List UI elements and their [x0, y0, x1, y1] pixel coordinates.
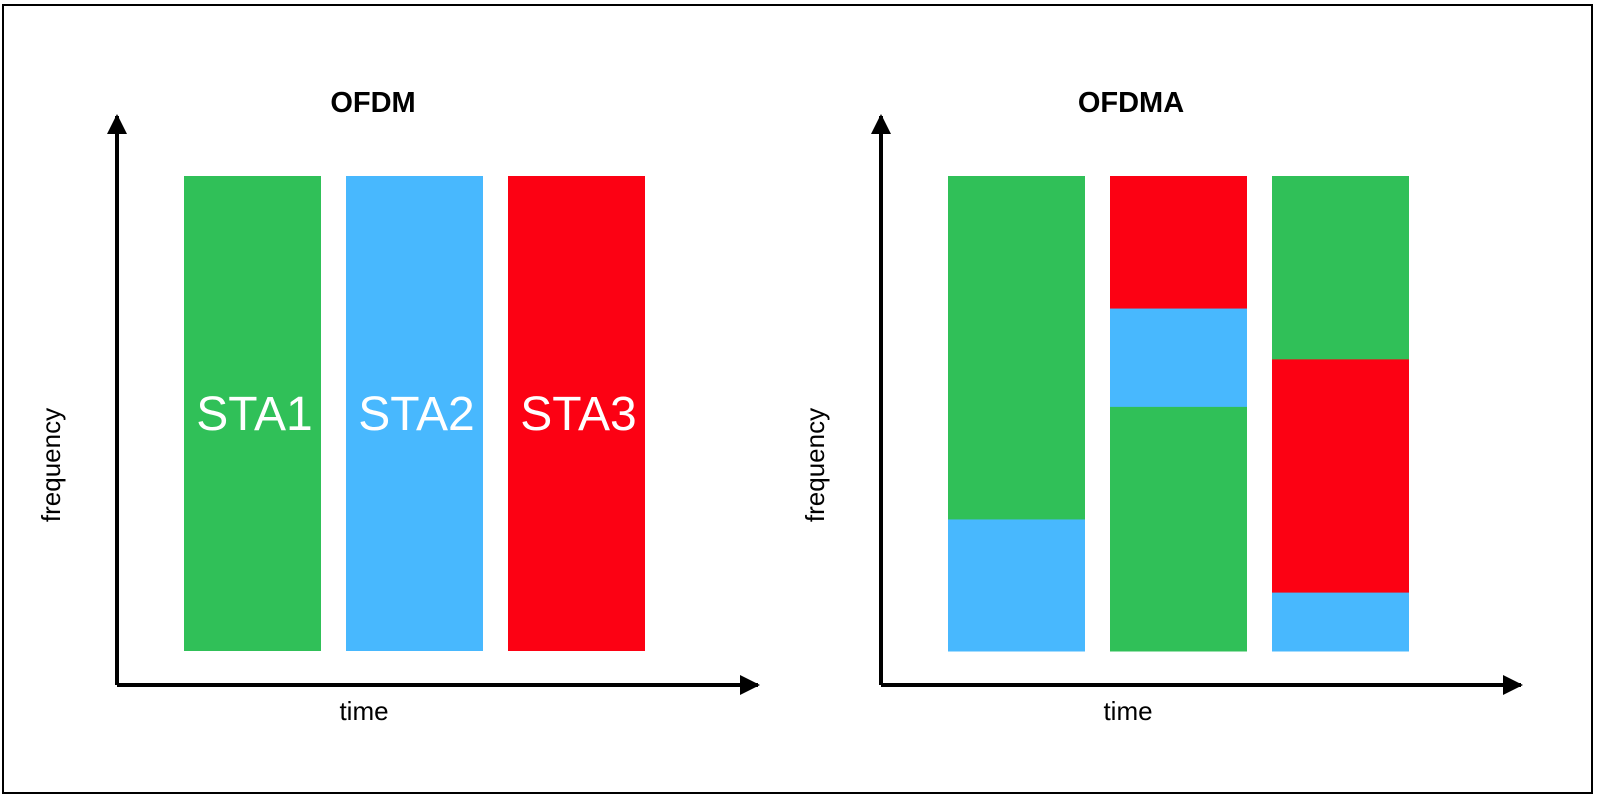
- ofdma-frequency-label: frequency: [800, 408, 830, 522]
- ofdm-block-label: STA2: [358, 388, 474, 441]
- ofdm-block-label: STA3: [520, 388, 636, 441]
- ofdma-column-3-segment-blue: [1272, 592, 1409, 652]
- ofdm-title: OFDM: [330, 87, 415, 119]
- ofdma-column-3-segment-green: [1272, 176, 1409, 360]
- ofdma-column-2-segment-green: [1110, 406, 1247, 652]
- ofdma-blocks: [948, 176, 1409, 652]
- ofdma-column-1-segment-green: [948, 176, 1085, 520]
- ofdm-block-sta1: [184, 176, 321, 651]
- ofdma-column-1-segment-blue: [948, 518, 1085, 652]
- ofdm-block-sta3: [508, 176, 645, 651]
- ofdm-block-label: STA1: [196, 388, 312, 441]
- ofdm-frequency-label: frequency: [36, 408, 66, 522]
- ofdm-blocks: STA1 STA2 STA3: [184, 176, 645, 651]
- ofdma-time-label: time: [1103, 696, 1152, 726]
- ofdma-column-2-segment-blue: [1110, 308, 1247, 407]
- ofdm-time-label: time: [339, 696, 388, 726]
- ofdma-panel: OFDMA time frequency: [800, 87, 1523, 726]
- ofdma-title: OFDMA: [1078, 87, 1184, 119]
- ofdma-column-2-segment-red: [1110, 176, 1247, 309]
- ofdma-column-3-segment-red: [1272, 358, 1409, 593]
- ofdm-block-sta2: [346, 176, 483, 651]
- ofdm-panel: OFDM STA1 STA2 STA3 time frequency: [36, 87, 760, 726]
